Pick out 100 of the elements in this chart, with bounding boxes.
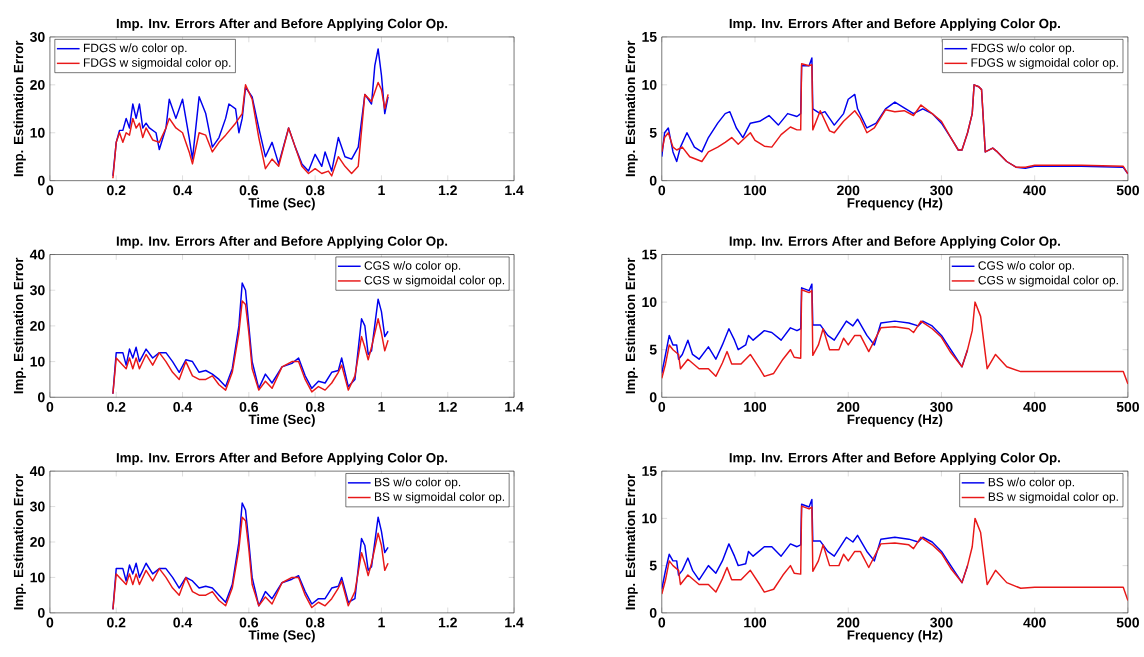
x-tick-label: 0.2 bbox=[107, 402, 126, 412]
x-tick-label: 0.6 bbox=[239, 185, 259, 196]
y-tick-label: 30 bbox=[29, 32, 45, 43]
x-tick-label: 100 bbox=[744, 402, 767, 412]
x-axis-title: Frequency (Hz) bbox=[847, 414, 943, 427]
x-tick-label: 1.2 bbox=[438, 402, 457, 412]
x-tick-label: 1.4 bbox=[505, 402, 524, 412]
chart-title: Imp. Inv. Errors After and Before Applying Color Op. bbox=[729, 18, 1060, 32]
y-tick-label: 10 bbox=[642, 513, 657, 524]
x-tick-label: 500 bbox=[1116, 617, 1139, 628]
x-axis-title: Time (Sec) bbox=[248, 630, 315, 643]
chart-title: Imp. Inv. Errors After and Before Applying Color Op. bbox=[729, 236, 1060, 249]
x-axis-title: Time (Sec) bbox=[248, 414, 315, 427]
x-tick-label: 1 bbox=[378, 617, 385, 628]
y-tick-label: 10 bbox=[30, 356, 45, 367]
x-tick-label: 400 bbox=[1023, 617, 1046, 628]
y-tick-label: 20 bbox=[30, 80, 45, 90]
y-axis-title: Imp. Estimation Error bbox=[625, 257, 638, 394]
y-tick-label: 5 bbox=[649, 344, 657, 355]
x-tick-label: 300 bbox=[930, 402, 953, 412]
x-tick-label: 400 bbox=[1023, 185, 1046, 196]
y-tick-label: 0 bbox=[37, 608, 45, 618]
y-axis-title: Imp. Estimation Error bbox=[625, 474, 638, 610]
x-tick-label: 200 bbox=[837, 617, 860, 628]
y-tick-label: 0 bbox=[649, 608, 657, 618]
x-tick-label: 0 bbox=[46, 185, 54, 196]
x-tick-label: 100 bbox=[744, 185, 767, 196]
y-tick-label: 0 bbox=[37, 175, 45, 186]
y-tick-label: 40 bbox=[29, 249, 45, 260]
y-tick-label: 20 bbox=[30, 321, 45, 331]
y-tick-label: 0 bbox=[37, 392, 45, 403]
chart-title: Imp. Inv. Errors After and Before Applying Color Op. bbox=[729, 452, 1060, 466]
y-tick-label: 10 bbox=[30, 127, 45, 138]
y-axis-title: Imp. Estimation Error bbox=[625, 40, 638, 177]
x-tick-label: 100 bbox=[744, 617, 767, 628]
legend-label: CGS w/o color op. bbox=[364, 261, 461, 273]
x-tick-label: 0 bbox=[46, 402, 54, 412]
x-tick-label: 0.4 bbox=[173, 185, 193, 196]
x-tick-label: 400 bbox=[1023, 402, 1046, 412]
x-tick-label: 0.8 bbox=[305, 617, 325, 628]
x-tick-label: 0 bbox=[658, 185, 666, 196]
y-tick-label: 10 bbox=[642, 80, 657, 90]
x-tick-label: 200 bbox=[837, 185, 860, 196]
legend-label: BS w/o color op. bbox=[374, 477, 461, 489]
x-tick-label: 0.6 bbox=[239, 617, 259, 628]
chart-title: Imp. Inv. Errors After and Before Applying Color Op. bbox=[116, 18, 448, 32]
y-tick-label: 5 bbox=[649, 128, 657, 138]
x-tick-label: 0 bbox=[658, 617, 666, 628]
chart-title: Imp. Inv. Errors After and Before Applying Color Op. bbox=[116, 452, 448, 466]
y-tick-label: 20 bbox=[30, 537, 45, 548]
x-tick-label: 500 bbox=[1116, 402, 1139, 412]
y-tick-label: 0 bbox=[649, 392, 657, 403]
x-tick-label: 0 bbox=[46, 617, 54, 628]
x-tick-label: 1 bbox=[378, 402, 385, 412]
x-tick-label: 0.8 bbox=[305, 402, 325, 412]
legend-label: CGS w/o color op. bbox=[978, 261, 1074, 273]
x-tick-label: 1.4 bbox=[505, 617, 524, 628]
y-tick-label: 15 bbox=[642, 466, 657, 477]
y-tick-label: 40 bbox=[29, 466, 45, 477]
x-tick-label: 0.6 bbox=[239, 402, 259, 412]
legend-label: FDGS w/o color op. bbox=[83, 43, 187, 55]
x-tick-label: 1.4 bbox=[505, 185, 524, 196]
x-tick-label: 300 bbox=[930, 185, 953, 196]
x-tick-label: 0 bbox=[658, 402, 666, 412]
legend-label: FDGS w sigmoidal color op. bbox=[971, 58, 1118, 70]
x-tick-label: 1.2 bbox=[438, 185, 457, 196]
x-tick-label: 500 bbox=[1116, 185, 1139, 196]
legend-label: BS w sigmoidal color op. bbox=[988, 492, 1118, 504]
legend-label: CGS w sigmoidal color op. bbox=[978, 275, 1118, 287]
x-tick-label: 0.8 bbox=[305, 185, 325, 196]
chart-title: Imp. Inv. Errors After and Before Applying Color Op. bbox=[116, 236, 448, 249]
x-tick-label: 200 bbox=[837, 402, 860, 412]
y-tick-label: 5 bbox=[649, 560, 657, 571]
legend-label: FDGS w sigmoidal color op. bbox=[83, 58, 231, 70]
x-tick-label: 0.2 bbox=[107, 185, 126, 196]
y-tick-label: 30 bbox=[29, 501, 45, 512]
legend-label: CGS w sigmoidal color op. bbox=[364, 275, 505, 287]
y-axis-title: Imp. Estimation Error bbox=[13, 474, 26, 610]
y-tick-label: 15 bbox=[642, 249, 657, 260]
legend-label: BS w sigmoidal color op. bbox=[374, 492, 505, 504]
legend-label: FDGS w/o color op. bbox=[971, 43, 1074, 55]
x-axis-title: Frequency (Hz) bbox=[847, 630, 943, 643]
x-axis-title: Frequency (Hz) bbox=[847, 197, 943, 211]
y-axis-title: Imp. Estimation Error bbox=[13, 257, 26, 394]
x-axis-title: Time (Sec) bbox=[248, 197, 315, 211]
line-series bbox=[112, 300, 389, 395]
y-tick-label: 15 bbox=[642, 32, 657, 42]
x-tick-label: 0.4 bbox=[173, 617, 193, 628]
x-tick-label: 300 bbox=[930, 617, 953, 628]
y-tick-label: 10 bbox=[30, 572, 45, 583]
y-axis-title: Imp. Estimation Error bbox=[13, 40, 26, 177]
legend-label: BS w/o color op. bbox=[988, 477, 1074, 489]
x-tick-label: 0.4 bbox=[173, 402, 193, 412]
x-tick-label: 1 bbox=[378, 185, 385, 196]
y-tick-label: 10 bbox=[642, 297, 657, 308]
line-series bbox=[112, 81, 389, 180]
y-tick-label: 30 bbox=[29, 285, 45, 296]
x-tick-label: 0.2 bbox=[107, 617, 126, 628]
x-tick-label: 1.2 bbox=[438, 617, 457, 628]
y-tick-label: 0 bbox=[649, 175, 657, 186]
